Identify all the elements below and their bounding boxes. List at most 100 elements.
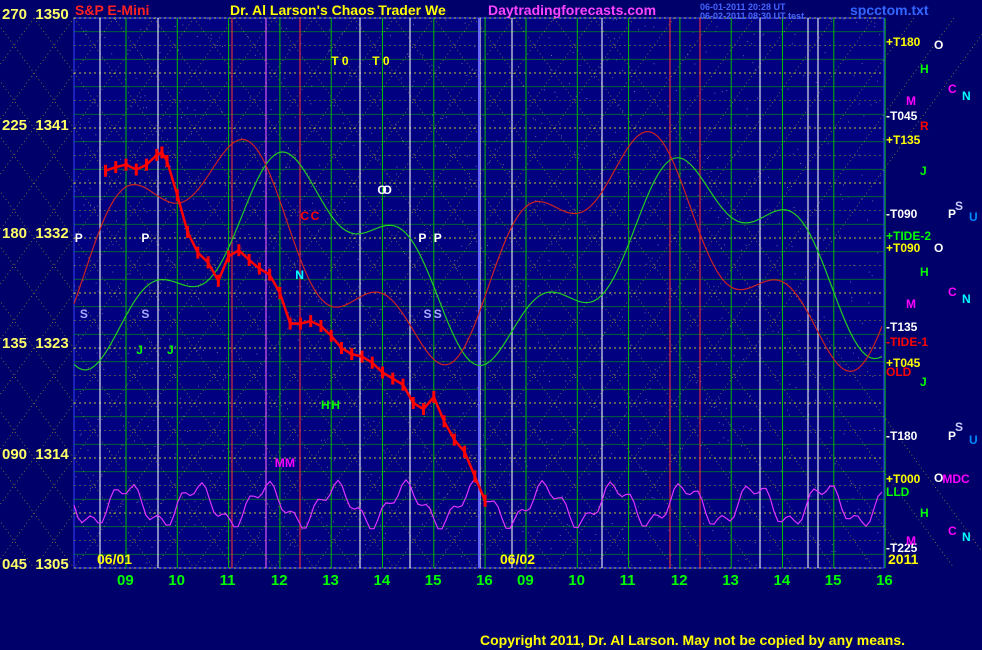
- timestamp-2: 06-02-2011 08:30 UT test: [700, 11, 805, 21]
- y-label-180: 180 1332: [2, 225, 69, 242]
- plot-label: C: [310, 209, 320, 223]
- plot-label: J: [136, 343, 143, 358]
- right-level-label: -T045: [886, 108, 918, 123]
- lattice-line: [0, 17, 395, 561]
- planet-label: O: [934, 240, 944, 255]
- tide-1-curve: [73, 130, 883, 373]
- planet-label: J: [920, 375, 927, 390]
- x-tick-label: 15: [824, 572, 842, 589]
- lattice-line: [393, 17, 795, 569]
- x-tick-label: 10: [168, 572, 185, 589]
- plot-label: P: [141, 231, 150, 245]
- plot-label: S: [433, 306, 442, 321]
- instrument-label: S&P E-Mini: [75, 2, 150, 18]
- y-label-270: 270 1350: [2, 6, 69, 23]
- price-line: [105, 150, 487, 502]
- planet-label: C: [948, 524, 957, 539]
- lattice-line: [73, 17, 475, 569]
- tide-2-curve: [73, 151, 883, 371]
- lattice-line: [0, 17, 75, 121]
- plot-label: J: [167, 343, 174, 358]
- right-level-label: +T180: [886, 35, 921, 50]
- lattice-line: [33, 17, 435, 569]
- lattice-line: [353, 17, 755, 569]
- plot-label: O: [382, 183, 392, 198]
- lattice-line: [153, 17, 555, 569]
- plot-label: O: [377, 183, 387, 198]
- planet-label: S: [955, 420, 964, 435]
- planet-label: U: [969, 210, 978, 225]
- plot-label: S: [141, 306, 150, 321]
- right-level-label: -T135: [886, 320, 918, 335]
- planet-label: M: [906, 94, 916, 109]
- lattice-line: [273, 17, 675, 569]
- planet-label: R: [920, 118, 929, 133]
- plot-label: T 0: [331, 53, 349, 68]
- plot-label: P: [433, 231, 442, 245]
- right-level-label: +TIDE-2: [886, 228, 932, 243]
- right-level-label: +T045: [886, 355, 921, 370]
- site-name: Daytradingforecasts.com: [488, 2, 657, 18]
- y-label-045: 045 1305: [2, 556, 69, 573]
- planet-label: H: [920, 62, 929, 77]
- planet-label: M: [906, 534, 916, 549]
- right-level-label: OLD: [886, 365, 912, 380]
- plot-label: P: [418, 231, 427, 245]
- planet-label: S: [955, 199, 964, 214]
- y-label-090: 090 1314: [2, 446, 69, 463]
- planet-label: N: [962, 292, 971, 307]
- y-label-225: 225 1341: [2, 117, 69, 134]
- plot-label: S: [79, 306, 88, 321]
- x-tick-label: 10: [568, 572, 585, 589]
- lattice-line: [0, 17, 275, 396]
- planet-label: J: [920, 163, 927, 178]
- x-tick-label: 11: [619, 572, 636, 589]
- planet-label: O: [934, 470, 944, 485]
- date-label-day1: 06/01: [97, 551, 133, 567]
- x-tick-label: 13: [322, 572, 339, 589]
- plot-label: M: [285, 455, 296, 470]
- plot-label: S: [423, 306, 432, 321]
- lattice-line: [473, 17, 875, 569]
- year-label: 2011: [888, 551, 919, 567]
- lattice-line: [0, 17, 355, 506]
- plot-label: T 0: [372, 53, 390, 68]
- lattice-line: [193, 17, 595, 569]
- right-level-label: -T225: [886, 541, 918, 556]
- x-tick-label: 14: [773, 572, 791, 589]
- right-level-label: -TIDE-1: [886, 334, 928, 349]
- x-tick-label: 15: [424, 572, 442, 589]
- chart-title: Dr. Al Larson's Chaos Trader We: [230, 2, 446, 18]
- right-level-label: +T090: [886, 240, 921, 255]
- x-tick-label: 11: [219, 572, 236, 589]
- lattice-line: [313, 17, 715, 569]
- x-tick-label: 16: [476, 572, 493, 589]
- planet-label: C: [948, 81, 957, 96]
- lattice-line: [0, 17, 35, 66]
- planet-label: C: [948, 284, 957, 299]
- x-tick-label: 09: [117, 572, 134, 589]
- planet-label: N: [962, 530, 971, 545]
- x-tick-label: 13: [722, 572, 739, 589]
- plot-label: N: [295, 267, 304, 282]
- planet-label: O: [934, 37, 944, 52]
- right-level-label: LLD: [886, 485, 910, 500]
- planet-label: U: [969, 432, 978, 447]
- timestamp-1: 06-01-2011 20:28 UT: [700, 2, 786, 12]
- plot-label: P: [74, 231, 83, 245]
- lattice-line: [0, 520, 35, 569]
- plot-label: C: [300, 209, 310, 223]
- planet-label: N: [962, 89, 971, 104]
- lattice-line: [593, 33, 982, 569]
- right-level-label: +T135: [886, 133, 921, 148]
- data-file: spcctom.txt: [850, 2, 929, 18]
- x-tick-label: 09: [517, 572, 534, 589]
- plot-label: N: [295, 267, 304, 282]
- x-tick-label: 14: [373, 572, 391, 589]
- planet-label: H: [920, 506, 929, 520]
- x-tick-label: 12: [670, 572, 688, 589]
- right-level-label: +T000: [886, 471, 921, 486]
- right-level-label: -T180: [886, 429, 918, 443]
- right-level-label: -T090: [886, 206, 918, 221]
- planet-label: P: [948, 206, 957, 221]
